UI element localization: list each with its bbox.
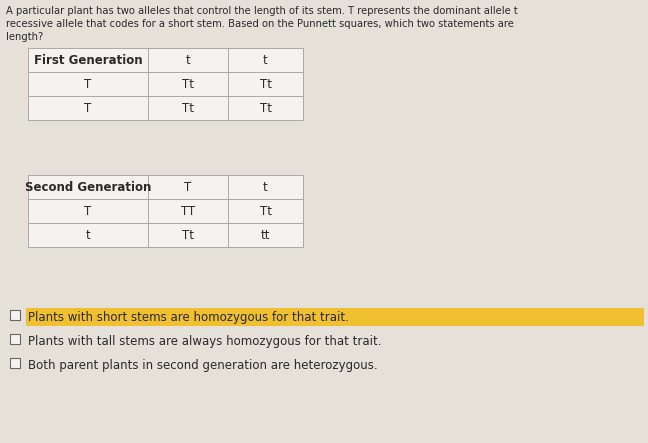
Bar: [228, 48, 303, 72]
Text: T: T: [84, 78, 91, 90]
Bar: [148, 199, 228, 223]
Text: A particular plant has two alleles that control the length of its stem. T repres: A particular plant has two alleles that …: [6, 6, 518, 16]
Text: t: t: [185, 54, 191, 66]
Text: t: t: [263, 180, 268, 194]
Text: Tt: Tt: [259, 78, 272, 90]
Text: Tt: Tt: [259, 101, 272, 114]
Bar: [28, 223, 148, 247]
Bar: [28, 48, 148, 72]
Bar: [28, 72, 148, 96]
Text: Tt: Tt: [182, 101, 194, 114]
Text: Both parent plants in second generation are heterozygous.: Both parent plants in second generation …: [28, 358, 378, 372]
Text: recessive allele that codes for a short stem. Based on the Punnett squares, whic: recessive allele that codes for a short …: [6, 19, 514, 29]
Bar: [148, 96, 228, 120]
Bar: [228, 223, 303, 247]
Text: length?: length?: [6, 32, 43, 42]
Bar: [148, 48, 228, 72]
Text: Plants with tall stems are always homozygous for that trait.: Plants with tall stems are always homozy…: [28, 334, 382, 347]
Bar: [10, 310, 20, 320]
Bar: [228, 199, 303, 223]
Bar: [10, 334, 20, 344]
Bar: [28, 199, 148, 223]
Text: Plants with short stems are homozygous for that trait.: Plants with short stems are homozygous f…: [28, 311, 349, 323]
Bar: [228, 72, 303, 96]
Text: Second Generation: Second Generation: [25, 180, 151, 194]
Text: tt: tt: [260, 229, 270, 241]
Bar: [28, 175, 148, 199]
Bar: [148, 175, 228, 199]
Text: t: t: [263, 54, 268, 66]
Bar: [148, 72, 228, 96]
Bar: [228, 96, 303, 120]
Text: t: t: [86, 229, 90, 241]
Text: T: T: [185, 180, 192, 194]
Bar: [26, 308, 644, 326]
Text: First Generation: First Generation: [34, 54, 143, 66]
Text: T: T: [84, 205, 91, 218]
Bar: [28, 96, 148, 120]
Bar: [228, 175, 303, 199]
Text: Tt: Tt: [182, 229, 194, 241]
Text: TT: TT: [181, 205, 195, 218]
Text: Tt: Tt: [259, 205, 272, 218]
Bar: [148, 223, 228, 247]
Text: T: T: [84, 101, 91, 114]
Text: Tt: Tt: [182, 78, 194, 90]
Bar: [10, 358, 20, 368]
